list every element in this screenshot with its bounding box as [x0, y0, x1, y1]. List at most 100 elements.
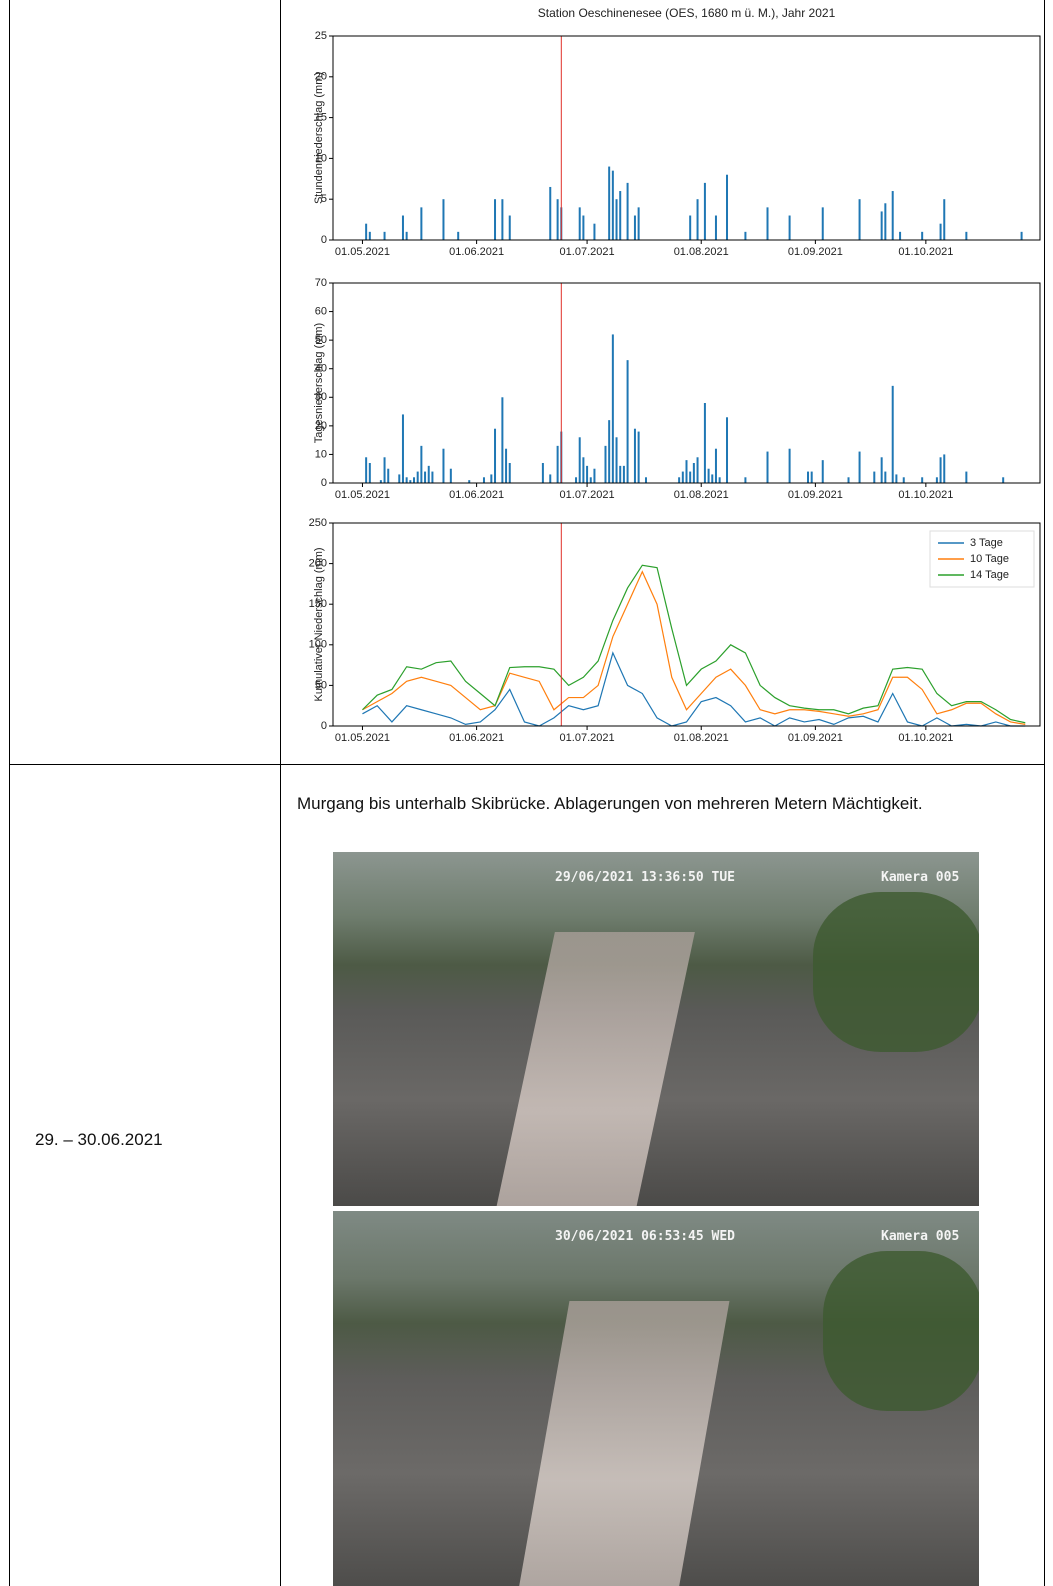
bar	[965, 472, 967, 483]
bar	[892, 386, 894, 483]
y-tick-label: 60	[315, 305, 327, 317]
bar	[686, 460, 688, 483]
x-tick-label: 01.07.2021	[560, 489, 615, 501]
bar	[744, 232, 746, 240]
bar	[413, 477, 415, 483]
bar	[940, 457, 942, 483]
y-tick-label: 5	[321, 193, 327, 205]
bar	[387, 469, 389, 483]
bar	[689, 472, 691, 483]
y-tick-label: 10	[315, 448, 327, 460]
bar	[789, 216, 791, 240]
bar	[940, 224, 942, 240]
bar	[848, 477, 850, 483]
bar	[384, 232, 386, 240]
bar	[616, 437, 618, 483]
bar	[582, 457, 584, 483]
trees	[823, 1251, 979, 1411]
bar	[638, 432, 640, 483]
y-tick-label: 40	[315, 363, 327, 375]
bar	[638, 207, 640, 240]
timestamp: 30/06/2021 06:53:45 WED	[555, 1229, 735, 1244]
bar	[767, 207, 769, 240]
bar	[549, 474, 551, 483]
plot-frame	[333, 36, 1040, 240]
bar	[943, 454, 945, 483]
bar	[859, 452, 861, 483]
bar	[612, 171, 614, 240]
bar	[726, 417, 728, 483]
bar	[811, 472, 813, 483]
figure-title: Station Oeschinenesee (OES, 1680 m ü. M.…	[538, 6, 836, 20]
bar	[704, 403, 706, 483]
bar	[627, 183, 629, 240]
event-date: 29. – 30.06.2021	[35, 1130, 163, 1150]
bar	[936, 477, 938, 483]
y-tick-label: 30	[315, 391, 327, 403]
x-tick-label: 01.10.2021	[898, 246, 953, 258]
bar	[895, 474, 897, 483]
bar	[431, 472, 433, 483]
bar	[943, 199, 945, 240]
bar	[365, 224, 367, 240]
timestamp: 29/06/2021 13:36:50 TUE	[555, 870, 735, 885]
bar	[593, 224, 595, 240]
x-tick-label: 01.10.2021	[898, 732, 953, 744]
bar	[767, 452, 769, 483]
bar	[406, 477, 408, 483]
bar	[921, 477, 923, 483]
series-line	[362, 653, 1025, 726]
bar	[450, 469, 452, 483]
bar	[807, 472, 809, 483]
bar	[892, 191, 894, 240]
y-tick-label: 150	[309, 598, 327, 610]
y-tick-label: 100	[309, 639, 327, 651]
bar	[708, 469, 710, 483]
bar	[509, 463, 511, 483]
river	[517, 1301, 730, 1586]
bar	[369, 463, 371, 483]
bar	[715, 216, 717, 240]
bar	[579, 207, 581, 240]
legend-label: 10 Tage	[970, 553, 1009, 565]
bar	[494, 199, 496, 240]
border	[9, 764, 1045, 765]
bar	[634, 429, 636, 483]
x-tick-label: 01.05.2021	[335, 246, 390, 258]
y-tick-label: 25	[315, 30, 327, 42]
bar	[417, 472, 419, 483]
bar	[501, 199, 503, 240]
bar	[604, 446, 606, 483]
x-tick-label: 01.05.2021	[335, 732, 390, 744]
x-tick-label: 01.09.2021	[788, 489, 843, 501]
bar	[965, 232, 967, 240]
x-tick-label: 01.08.2021	[674, 732, 729, 744]
plot-frame	[333, 283, 1040, 483]
bar	[579, 437, 581, 483]
bar	[612, 334, 614, 483]
bar	[442, 449, 444, 483]
bar	[593, 469, 595, 483]
bar	[903, 477, 905, 483]
camera-image: 30/06/2021 06:53:45 WED Kamera 005	[333, 1211, 979, 1586]
bar	[494, 429, 496, 483]
bar	[711, 474, 713, 483]
bar	[859, 199, 861, 240]
y-tick-label: 200	[309, 558, 327, 570]
bar	[697, 199, 699, 240]
bar	[402, 414, 404, 483]
x-tick-label: 01.07.2021	[560, 732, 615, 744]
y-tick-label: 0	[321, 477, 327, 489]
bar	[365, 457, 367, 483]
y-tick-label: 20	[315, 420, 327, 432]
y-axis-label: Stundenniederschlag (mm)	[313, 72, 325, 204]
bar	[682, 472, 684, 483]
bar	[689, 216, 691, 240]
event-description: Murgang bis unterhalb Skibrücke. Ablager…	[297, 785, 997, 823]
bar	[704, 183, 706, 240]
bar	[608, 167, 610, 240]
x-tick-label: 01.09.2021	[788, 246, 843, 258]
y-tick-label: 50	[315, 679, 327, 691]
bar	[715, 449, 717, 483]
bar	[582, 216, 584, 240]
